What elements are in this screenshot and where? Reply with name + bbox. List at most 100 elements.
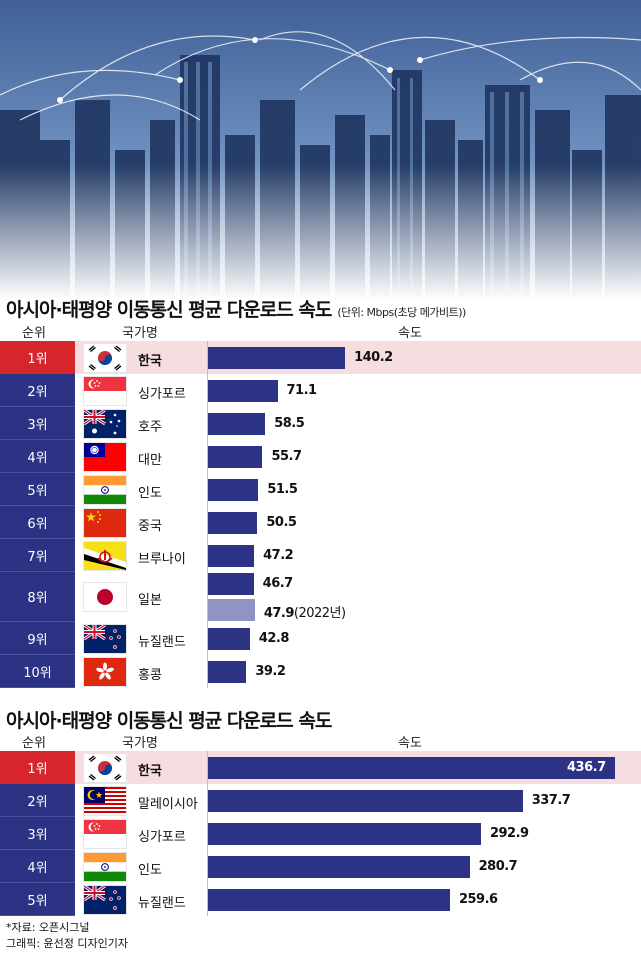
value-label: 47.2 (263, 547, 294, 563)
value-label: 58.5 (274, 416, 305, 431)
rank-label: 8위 (0, 572, 75, 622)
value-label: 47.9(2022년) (264, 602, 346, 621)
value-number: 436.7 (567, 759, 606, 775)
chart1-header-speed: 속도 (398, 326, 422, 341)
country-name: 뉴질랜드 (138, 634, 186, 650)
value-label: 71.1 (286, 382, 318, 398)
rank-label: 7위 (0, 539, 75, 572)
speed-bar (208, 511, 258, 534)
rank-label: 1위 (0, 751, 75, 784)
value-number: 292.9 (489, 825, 529, 841)
table-row: 2위 싱가포르 71.1 (0, 374, 641, 407)
korea-flag-icon (84, 753, 126, 782)
rank-label: 6위 (0, 506, 75, 539)
credit-line: 그래픽: 윤선정 디자인기자 (6, 937, 129, 950)
value-number: 42.8 (258, 630, 290, 646)
value-number: 47.2 (263, 547, 294, 563)
value-note: (2022년) (293, 606, 346, 621)
country-name: 인도 (138, 862, 162, 878)
speed-bar (208, 412, 266, 435)
value-label: 39.2 (255, 664, 286, 679)
bar-axis-line (207, 341, 208, 688)
source-note: *자료: 오픈시그널 그래픽: 윤선정 디자인기자 (6, 920, 128, 952)
value-number: 71.1 (286, 382, 318, 398)
taiwan-flag-icon (84, 442, 126, 471)
rank-label: 9위 (0, 622, 75, 655)
speed-bar (208, 478, 259, 501)
value-number: 46.7 (262, 576, 294, 591)
value-number: 51.5 (267, 481, 298, 497)
rank-label: 2위 (0, 374, 75, 407)
value-number: 337.7 (531, 792, 571, 808)
japan-flag-icon (84, 583, 126, 611)
table-row: 9위 뉴질랜드 42.8 (0, 622, 641, 655)
rank-label: 5위 (0, 473, 75, 506)
value-number: 140.2 (354, 349, 393, 365)
singapore-flag-icon (84, 819, 126, 848)
table-row: 1위 한국 436.7 (0, 751, 641, 784)
speed-bar (208, 544, 255, 567)
chart2-header-rank: 순위 (22, 736, 46, 751)
speed-bar (208, 573, 254, 595)
source-line: *자료: 오픈시그널 (6, 921, 90, 934)
table-row: 3위 호주 58.5 (0, 407, 641, 440)
chart1-header-rank: 순위 (22, 326, 46, 341)
country-name: 홍콩 (138, 667, 162, 683)
country-name: 한국 (138, 763, 162, 779)
value-label: 42.8 (258, 630, 290, 646)
country-name: 인도 (138, 485, 162, 501)
rank-label: 3위 (0, 407, 75, 440)
rank-label: 4위 (0, 850, 75, 883)
value-number: 55.7 (271, 448, 302, 464)
singapore-flag-icon (84, 376, 126, 405)
table-row: 2위 말레이시아 337.7 (0, 784, 641, 817)
chart2-header-country: 국가명 (122, 736, 158, 751)
country-name: 대만 (138, 452, 162, 468)
hongkong-flag-icon (84, 657, 126, 686)
brunei-flag-icon (84, 541, 126, 570)
value-number: 259.6 (458, 891, 498, 907)
newzealand-flag-icon (84, 624, 126, 653)
chart1-unit-note: (단위: Mbps(초당 메가비트)) (337, 306, 466, 319)
value-label: 280.7 (479, 859, 518, 874)
value-label: 436.7 (567, 760, 606, 775)
chart2-title: 아시아·태평양 이동통신 평균 다운로드 속도 (6, 710, 332, 732)
table-row: 1위 한국 140.2 (0, 341, 641, 374)
chart1-title: 아시아·태평양 이동통신 평균 다운로드 속도 (단위: Mbps(초당 메가비트… (6, 299, 466, 321)
korea-flag-icon (84, 343, 126, 372)
country-name: 말레이시아 (138, 796, 198, 812)
value-label: 50.5 (266, 514, 297, 530)
value-label: 46.7 (262, 576, 294, 591)
rank-label: 10위 (0, 655, 75, 688)
rank-label: 1위 (0, 341, 75, 374)
rank-label: 4위 (0, 440, 75, 473)
country-name: 호주 (138, 419, 162, 435)
table-row: 5위 뉴질랜드 259.6 (0, 883, 641, 916)
chart2-header-speed: 속도 (398, 736, 422, 751)
china-flag-icon (84, 508, 126, 537)
table-row: 3위 싱가포르 292.9 (0, 817, 641, 850)
malaysia-flag-icon (84, 786, 126, 815)
india-flag-icon (84, 852, 126, 881)
city-skyline-image (0, 0, 641, 300)
value-number: 280.7 (478, 858, 518, 874)
speed-bar (208, 599, 255, 621)
table-row: 7위 브루나이 47.2 (0, 539, 641, 572)
rank-label: 3위 (0, 817, 75, 850)
india-flag-icon (84, 475, 126, 504)
table-row: 6위 중국 50.5 (0, 506, 641, 539)
newzealand-flag-icon (84, 885, 126, 914)
country-name: 한국 (138, 353, 162, 369)
value-number: 50.5 (266, 514, 297, 530)
country-name: 중국 (138, 518, 162, 534)
country-name: 브루나이 (138, 551, 186, 567)
speed-bar (208, 379, 278, 402)
table-row: 4위 인도 280.7 (0, 850, 641, 883)
speed-bar (208, 445, 263, 468)
bar-axis-line (207, 751, 208, 916)
speed-bar (208, 822, 481, 845)
country-name: 일본 (138, 593, 162, 608)
speed-bar (208, 789, 523, 812)
speed-bar (208, 888, 450, 911)
speed-bar (208, 627, 250, 650)
